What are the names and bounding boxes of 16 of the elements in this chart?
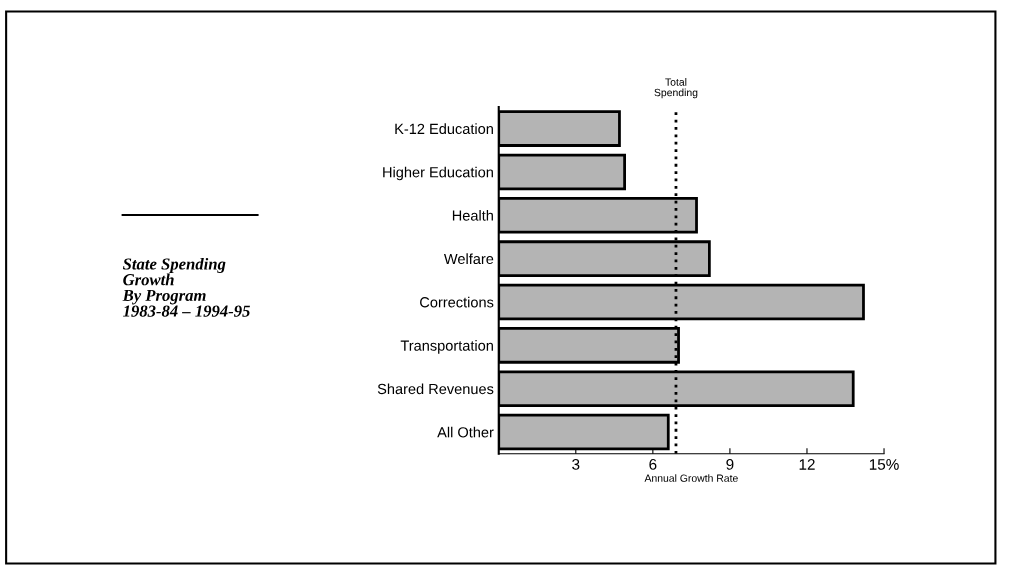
x-tick-label: 3 [572,458,580,470]
y-tick-label: All Other [437,426,494,438]
y-tick-label: K-12 Education [395,123,493,135]
x-axis-title: Annual Growth Rate [644,474,738,482]
x-tick-label: 15% [869,459,899,470]
x-tick-label: 12 [799,458,815,470]
y-tick-label: Transportation [400,340,493,354]
x-tick-label: 6 [649,458,657,470]
y-tick-label: Health [452,210,493,221]
y-tick-label: Corrections [420,296,494,308]
y-tick-label: Shared Revenues [377,383,494,395]
ref-line-label: Total Spending [654,78,698,99]
y-tick-label: Higher Education [383,166,493,181]
y-tick-label: Welfare [443,253,494,265]
text: State Spending Growth By Program 1983-84 – 1994-95 [122,257,250,317]
x-tick-label: 9 [726,458,734,470]
